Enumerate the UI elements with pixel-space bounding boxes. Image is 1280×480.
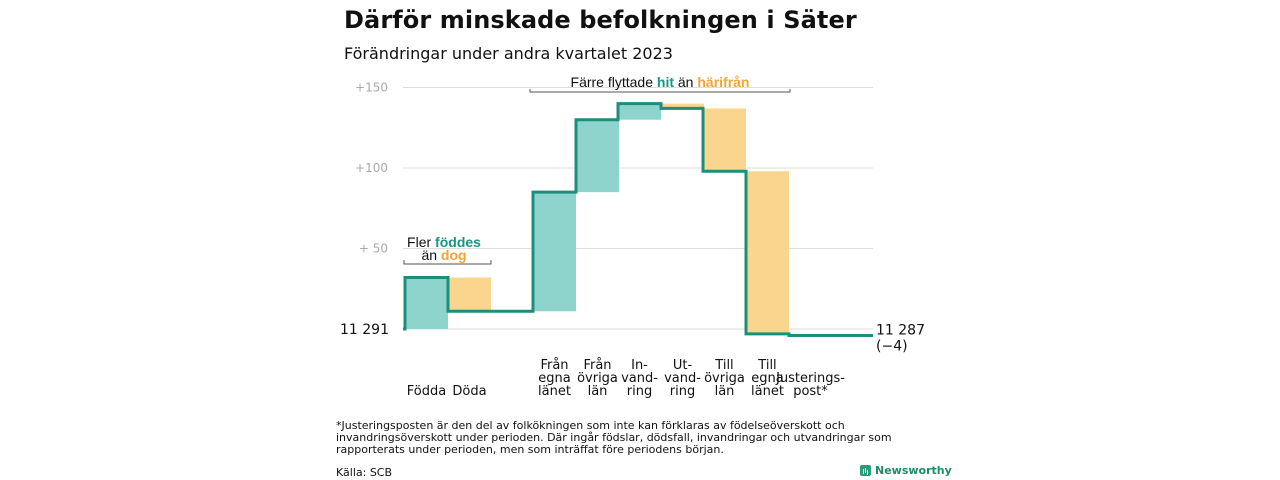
source-note: Källa: SCB xyxy=(336,466,393,479)
footnote: *Justeringsposten är den del av folkökni… xyxy=(336,419,892,456)
bar-inflow xyxy=(533,192,576,312)
chart-title: Därför minskade befolkningen i Säter xyxy=(344,6,857,34)
category-label: Till övriga län xyxy=(704,358,745,399)
bar-outflow xyxy=(448,277,491,312)
brand-name: Newsworthy xyxy=(875,464,952,477)
annotation-bracket-births xyxy=(403,260,492,265)
population-step-line xyxy=(403,102,873,337)
bar-inflow xyxy=(618,103,661,120)
brand-logo: Newsworthy xyxy=(860,464,952,477)
end-change-label: (−4) xyxy=(876,338,908,354)
annotation-migration: Färre flyttade hit än härifrån xyxy=(571,74,750,90)
y-tick-label: +100 xyxy=(355,161,388,175)
newsworthy-logo-icon xyxy=(860,465,871,476)
category-label: Döda xyxy=(452,384,486,399)
category-label: In-vand-ring xyxy=(621,358,658,399)
category-label: Justerings-post* xyxy=(775,371,845,399)
annotation-bracket-migration xyxy=(529,89,791,93)
start-value-label: 11 291 xyxy=(340,322,389,338)
waterfall-chart: +150 +100 + 50 11 291 11 287(−4) Födda Döda Frå… xyxy=(340,74,925,399)
end-value-label: 11 287 xyxy=(876,322,925,338)
annotation-births-line1: Fler föddes xyxy=(407,234,481,250)
chart-subtitle: Förändringar under andra kvartalet 2023 xyxy=(344,44,673,63)
category-label: Från egna länet xyxy=(538,358,571,399)
category-label: Från övriga län xyxy=(577,358,618,399)
category-label: Till egna länet xyxy=(751,358,784,399)
category-label: Ut-vand-ring xyxy=(664,358,701,399)
category-label: Födda xyxy=(407,384,446,399)
annotation-births-line2: än dog xyxy=(421,247,466,263)
y-tick-label: +150 xyxy=(355,81,388,95)
bar-outflow xyxy=(703,108,746,172)
bar-outflow xyxy=(661,103,704,109)
bar-inflow xyxy=(576,119,619,193)
y-tick-label: + 50 xyxy=(359,242,388,256)
bar-inflow xyxy=(405,277,448,329)
bar-outflow xyxy=(746,171,789,334)
